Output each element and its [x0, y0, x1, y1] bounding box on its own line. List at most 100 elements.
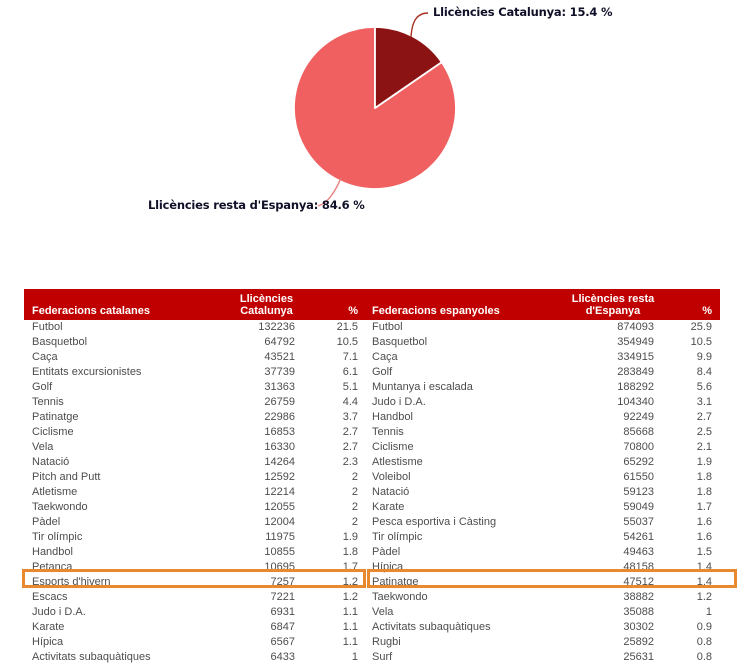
table-cell-name: Hípica — [24, 635, 214, 650]
table-cell-name: Vela — [24, 440, 214, 455]
table-cell-val: 10855 — [214, 545, 319, 560]
table-cell-pct: 1.2 — [319, 590, 368, 605]
table-cell-pct: 8.4 — [668, 365, 720, 380]
table-cell-val: 12055 — [214, 500, 319, 515]
table-cell-val: 7257 — [214, 575, 319, 590]
table-row: Caça 43521 7.1 — [24, 350, 368, 365]
table-cell-pct: 1.6 — [668, 530, 720, 545]
pie-chart-svg — [293, 12, 457, 207]
table-cell-pct: 2.7 — [319, 440, 368, 455]
table-cell-pct: 2.7 — [668, 410, 720, 425]
table-cell-name: Rugbi — [368, 635, 558, 650]
table-cell-val: 31363 — [214, 380, 319, 395]
table-cell-val: 65292 — [558, 455, 668, 470]
table-federacions-espanyoles: Federacions espanyoles Llicències resta … — [368, 289, 720, 663]
table-cell-pct: 2.5 — [668, 425, 720, 440]
table-row: Natació 14264 2.3 — [24, 455, 368, 470]
table-row: Tir olímpic 11975 1.9 — [24, 530, 368, 545]
table-row: Escacs 7221 1.2 — [24, 590, 368, 605]
table-cell-val: 14264 — [214, 455, 319, 470]
table-cell-name: Taekwondo — [24, 500, 214, 515]
table-row: Caça 334915 9.9 — [368, 350, 720, 365]
table-cell-name: Handbol — [24, 545, 214, 560]
column-header-percent-catalanes: % — [319, 289, 368, 320]
table-cell-name: Pàdel — [368, 545, 558, 560]
table-row: Judo i D.A. 104340 3.1 — [368, 395, 720, 410]
table-cell-pct: 2 — [319, 515, 368, 530]
table-cell-pct: 2 — [319, 500, 368, 515]
table-row: Voleibol 61550 1.8 — [368, 470, 720, 485]
table-cell-pct: 1.4 — [668, 560, 720, 575]
table-row: Pitch and Putt 12592 2 — [24, 470, 368, 485]
table-cell-name: Tennis — [24, 395, 214, 410]
table-cell-name: Pesca esportiva i Càsting — [368, 515, 558, 530]
table-row: Karate 59049 1.7 — [368, 500, 720, 515]
table-row: Entitats excursionistes 37739 6.1 — [24, 365, 368, 380]
table-row: Esports d'hivern 7257 1.2 — [24, 575, 368, 590]
table-cell-pct: 2.7 — [319, 425, 368, 440]
table-cell-val: 104340 — [558, 395, 668, 410]
table-cell-pct: 1.7 — [668, 500, 720, 515]
table-row: Futbol 874093 25.9 — [368, 320, 720, 335]
table-row: Activitats subaquàtiques 6433 1 — [24, 650, 368, 663]
table-header-espanyoles: Federacions espanyoles Llicències resta … — [368, 289, 720, 320]
table-cell-pct: 5.6 — [668, 380, 720, 395]
table-row: Ciclisme 70800 2.1 — [368, 440, 720, 455]
table-cell-val: 55037 — [558, 515, 668, 530]
table-cell-pct: 1.1 — [319, 605, 368, 620]
table-row: Taekwondo 12055 2 — [24, 500, 368, 515]
table-cell-name: Muntanya i escalada — [368, 380, 558, 395]
table-row: Futbol 132236 21.5 — [24, 320, 368, 335]
table-cell-pct: 1.2 — [319, 575, 368, 590]
table-cell-name: Petanca — [24, 560, 214, 575]
table-cell-val: 38882 — [558, 590, 668, 605]
table-cell-pct: 1.4 — [668, 575, 720, 590]
table-row: Pàdel 49463 1.5 — [368, 545, 720, 560]
federations-tables: Federacions catalanes Llicències Catalun… — [24, 289, 720, 663]
table-cell-val: 61550 — [558, 470, 668, 485]
table-cell-pct: 1.8 — [668, 485, 720, 500]
table-cell-name: Activitats subaquàtiques — [24, 650, 214, 663]
table-cell-pct: 1.5 — [668, 545, 720, 560]
table-cell-name: Karate — [24, 620, 214, 635]
table-row: Petanca 10695 1.7 — [24, 560, 368, 575]
table-cell-pct: 2.3 — [319, 455, 368, 470]
table-cell-name: Ciclisme — [24, 425, 214, 440]
table-cell-val: 70800 — [558, 440, 668, 455]
table-body-espanyoles: Futbol 874093 25.9 Basquetbol 354949 10.5 Caça… — [368, 320, 720, 663]
table-cell-pct: 1 — [668, 605, 720, 620]
table-row: Natació 59123 1.8 — [368, 485, 720, 500]
table-cell-pct: 1.9 — [668, 455, 720, 470]
table-row: Patinatge 22986 3.7 — [24, 410, 368, 425]
table-cell-name: Judo i D.A. — [368, 395, 558, 410]
table-row: Basquetbol 354949 10.5 — [368, 335, 720, 350]
table-cell-name: Atlestisme — [368, 455, 558, 470]
table-cell-name: Pitch and Putt — [24, 470, 214, 485]
table-cell-name: Voleibol — [368, 470, 558, 485]
table-cell-name: Natació — [368, 485, 558, 500]
table-cell-name: Pàdel — [24, 515, 214, 530]
table-cell-pct: 1.1 — [319, 635, 368, 650]
pie-slice-catalunya — [374, 26, 443, 109]
table-cell-name: Patinatge — [368, 575, 558, 590]
table-cell-name: Escacs — [24, 590, 214, 605]
table-cell-name: Tennis — [368, 425, 558, 440]
table-cell-pct: 2.1 — [668, 440, 720, 455]
table-row: Handbol 92249 2.7 — [368, 410, 720, 425]
table-cell-name: Tir olímpic — [368, 530, 558, 545]
table-cell-name: Futbol — [368, 320, 558, 335]
table-cell-pct: 0.8 — [668, 650, 720, 663]
table-cell-name: Ciclisme — [368, 440, 558, 455]
table-row: Pesca esportiva i Càsting 55037 1.6 — [368, 515, 720, 530]
table-cell-pct: 1.8 — [668, 470, 720, 485]
table-cell-val: 6847 — [214, 620, 319, 635]
table-cell-val: 26759 — [214, 395, 319, 410]
table-cell-name: Hípica — [368, 560, 558, 575]
table-cell-val: 12592 — [214, 470, 319, 485]
table-cell-pct: 7.1 — [319, 350, 368, 365]
table-cell-val: 10695 — [214, 560, 319, 575]
table-cell-pct: 25.9 — [668, 320, 720, 335]
table-cell-val: 12004 — [214, 515, 319, 530]
table-cell-pct: 10.5 — [319, 335, 368, 350]
